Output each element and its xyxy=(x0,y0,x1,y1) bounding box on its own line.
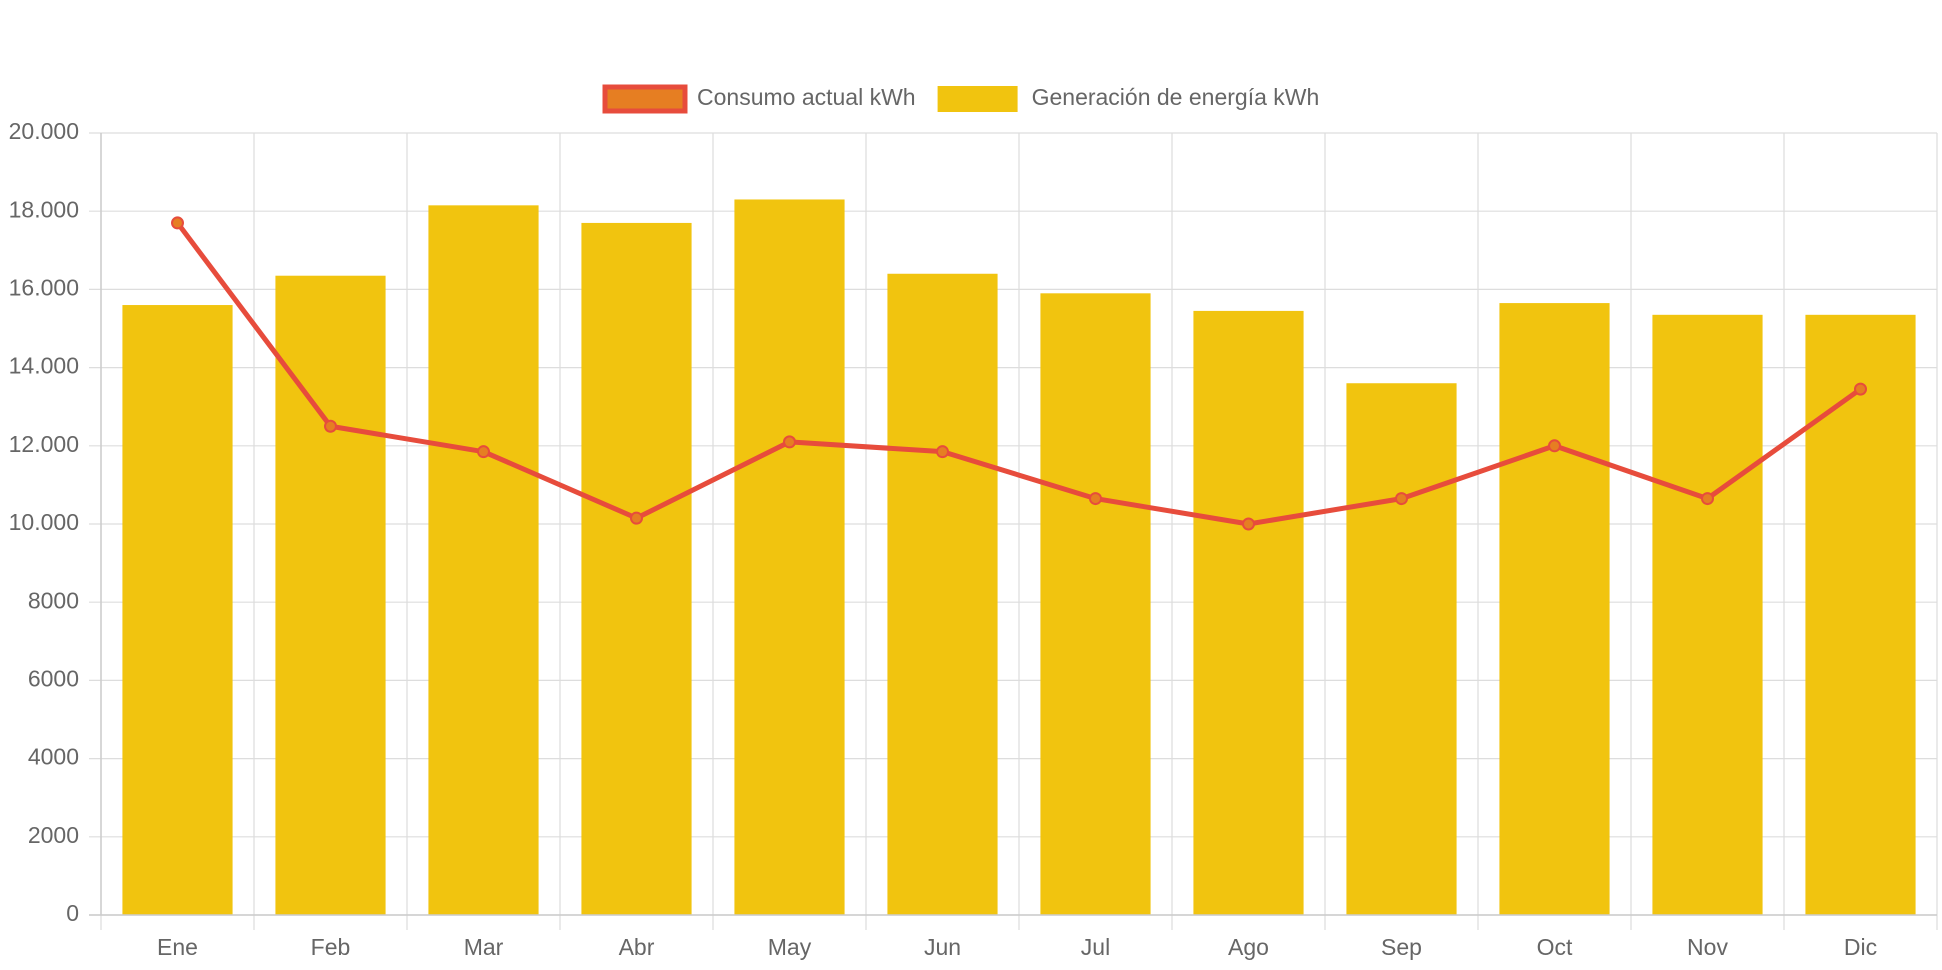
y-tick-label: 4000 xyxy=(28,744,79,770)
line xyxy=(175,221,1862,527)
line-point xyxy=(1548,439,1561,453)
y-tick-label: 0 xyxy=(66,900,79,926)
bar xyxy=(275,275,386,916)
y-tick-label: 14.000 xyxy=(9,353,79,379)
y-tick-label: 6000 xyxy=(28,665,79,691)
legend-swatch xyxy=(937,86,1018,112)
bar xyxy=(1346,383,1457,915)
x-tick-label: Ene xyxy=(157,934,198,960)
bar xyxy=(122,305,233,915)
x-tick-label: Mar xyxy=(464,934,504,960)
line-point xyxy=(1242,517,1255,531)
y-tick-label: 18.000 xyxy=(9,196,79,222)
x-tick-label: Jul xyxy=(1081,934,1110,960)
line-point xyxy=(936,445,949,459)
legend-label: Consumo actual kWh xyxy=(697,84,916,110)
bar xyxy=(1040,293,1151,915)
bar xyxy=(734,199,845,916)
y-tick-label: 20.000 xyxy=(9,118,79,144)
line-point xyxy=(1701,492,1714,506)
legend-label: Generación de energía kWh xyxy=(1032,84,1320,110)
y-tick-label: 12.000 xyxy=(9,431,79,457)
x-tick-label: Sep xyxy=(1381,934,1422,960)
bar xyxy=(428,205,539,915)
line-point xyxy=(630,511,643,525)
x-tick-label: Ago xyxy=(1228,934,1269,960)
x-tick-label: Oct xyxy=(1537,934,1573,960)
bar xyxy=(1805,314,1916,915)
x-tick-label: Dic xyxy=(1844,934,1877,960)
bar xyxy=(1499,303,1610,916)
line-point xyxy=(783,435,796,449)
bar xyxy=(1193,310,1304,915)
x-tick-label: May xyxy=(768,934,812,960)
y-tick-label: 16.000 xyxy=(9,274,79,300)
line-point xyxy=(1089,492,1102,506)
x-tick-label: Feb xyxy=(311,934,351,960)
x-tick-label: Abr xyxy=(619,934,655,960)
line-point xyxy=(324,419,337,433)
x-tick-label: Jun xyxy=(924,934,961,960)
bar xyxy=(887,273,998,915)
y-tick-label: 2000 xyxy=(28,822,79,848)
legend-swatch xyxy=(602,84,688,114)
line-point xyxy=(171,216,184,230)
bar xyxy=(581,222,692,915)
bar xyxy=(1652,314,1763,915)
line-point xyxy=(1854,382,1867,396)
line-point xyxy=(477,445,490,459)
line-point xyxy=(1395,492,1408,506)
x-tick-label: Nov xyxy=(1687,934,1728,960)
y-tick-label: 10.000 xyxy=(9,509,79,535)
y-tick-label: 8000 xyxy=(28,587,79,613)
